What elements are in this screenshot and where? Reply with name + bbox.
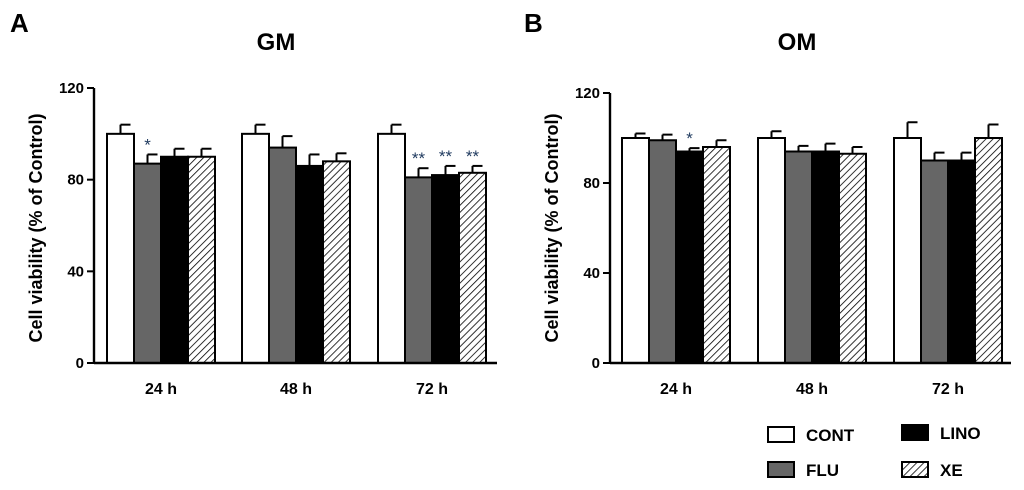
x-tick-label: 72 h — [932, 381, 964, 398]
legend-swatch-lino — [901, 424, 929, 441]
significance-mark: * — [144, 135, 151, 154]
legend-label-cont: CONT — [806, 426, 855, 445]
legend-swatch-flu — [767, 461, 795, 478]
bar-flu-72h — [920, 159, 949, 364]
legend-label-flu: FLU — [806, 461, 839, 480]
panel-b-title: OM — [778, 29, 817, 56]
y-tick-label: 80 — [583, 175, 600, 192]
panel-b-letter: B — [524, 8, 543, 38]
y-tick-label: 120 — [575, 85, 600, 102]
bar-flu-48h — [784, 150, 813, 364]
y-tick-label: 0 — [592, 355, 600, 372]
legend-label-lino: LINO — [940, 424, 981, 443]
y-tick-label: 80 — [67, 172, 84, 189]
bar-flu-24h — [133, 162, 162, 364]
significance-mark: ** — [412, 149, 426, 168]
x-tick-label: 24 h — [145, 381, 177, 398]
legend: CONT LINO FLU XE — [767, 424, 981, 480]
legend-swatch-xe — [901, 461, 929, 478]
significance-mark: ** — [439, 147, 453, 166]
bar-lino-48h — [811, 150, 840, 364]
legend-swatch-cont — [767, 426, 795, 443]
panel-a-chart: * 24 h 48 h ** ** ** 72 h 0 40 80 120 — [59, 80, 497, 398]
y-tick-label: 40 — [67, 263, 84, 280]
bar-cont-48h — [757, 137, 786, 364]
bar-cont-24h — [106, 132, 135, 364]
legend-label-xe: XE — [940, 461, 963, 480]
bar-xe-48h — [322, 160, 351, 364]
y-tick-label: 40 — [583, 265, 600, 282]
panel-a-title: GM — [257, 29, 296, 56]
panel-b-ylabel: Cell viability (% of Control) — [542, 113, 562, 342]
bar-xe-72h — [974, 137, 1003, 364]
bar-xe-24h — [702, 146, 731, 364]
bar-lino-72h — [947, 159, 976, 364]
x-tick-label: 24 h — [660, 381, 692, 398]
panel-a-letter: A — [10, 8, 29, 38]
bar-lino-24h — [675, 150, 704, 364]
bar-xe-48h — [838, 152, 867, 364]
bar-cont-72h — [377, 132, 406, 364]
bar-flu-72h — [404, 176, 433, 364]
significance-mark: ** — [466, 147, 480, 166]
bar-lino-72h — [431, 174, 460, 364]
y-tick-label: 0 — [76, 355, 84, 372]
x-tick-label: 72 h — [416, 381, 448, 398]
bar-lino-48h — [295, 164, 324, 364]
x-tick-label: 48 h — [796, 381, 828, 398]
panel-a-ylabel: Cell viability (% of Control) — [26, 113, 46, 342]
bar-cont-24h — [621, 137, 650, 364]
bar-cont-48h — [241, 132, 270, 364]
bar-flu-48h — [268, 146, 297, 364]
x-tick-label: 48 h — [280, 381, 312, 398]
y-tick-label: 120 — [59, 80, 84, 97]
bar-cont-72h — [893, 137, 922, 364]
bar-xe-24h — [187, 155, 216, 364]
bar-lino-24h — [160, 155, 189, 364]
panel-b-chart: * 24 h 48 h 72 h 0 40 80 120 — [575, 85, 1011, 398]
bar-flu-24h — [648, 139, 677, 364]
bar-xe-72h — [458, 171, 487, 364]
significance-mark: * — [686, 129, 693, 148]
